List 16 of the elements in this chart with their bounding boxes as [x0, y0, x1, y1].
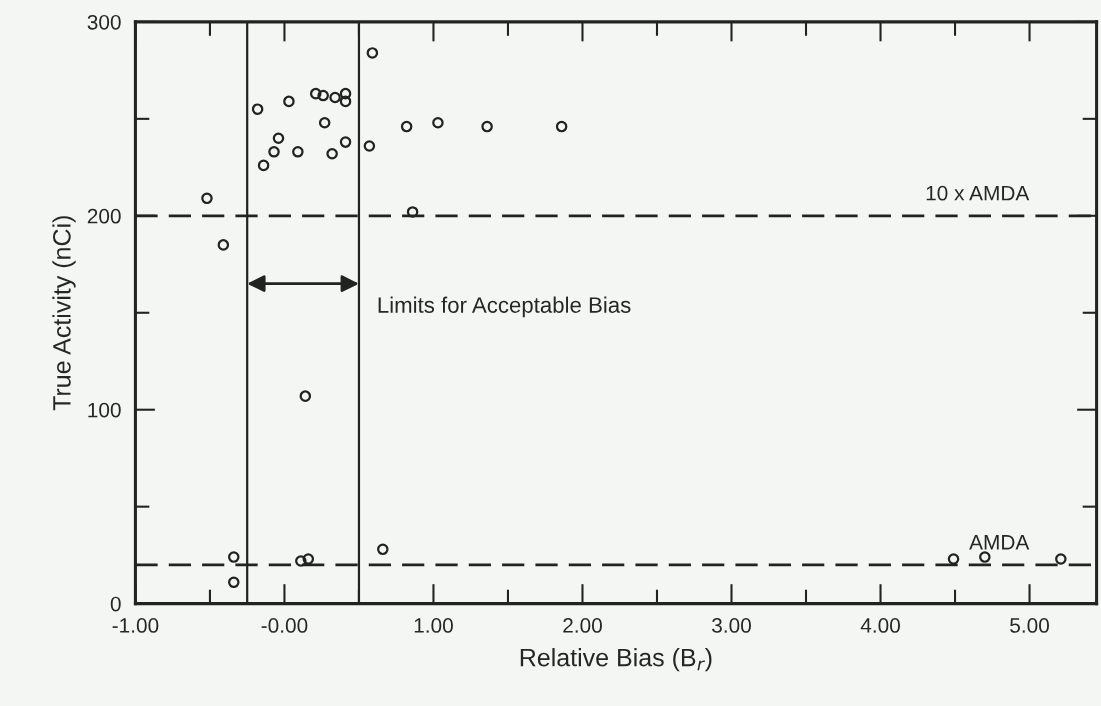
x-tick-label: -0.00	[261, 618, 308, 633]
x-axis-title: Relative Bias (B$_{r}$)	[520, 648, 712, 672]
y-tick-label: 200	[87, 208, 121, 224]
x-tick-label: 3.00	[712, 618, 751, 633]
y-tick-label: 300	[87, 14, 121, 30]
x-tick-label: 2.00	[563, 618, 602, 633]
ref-line-label: AMDA	[969, 535, 1030, 550]
x-tick-label: 1.00	[414, 618, 453, 633]
y-axis-title: True Activity (nCi)	[52, 216, 76, 411]
x-tick-label: 4.00	[860, 618, 900, 633]
x-tick-label: 5.00	[1010, 618, 1049, 633]
ref-line-label: 10 x AMDA	[926, 185, 1030, 201]
y-tick-label: 100	[88, 402, 121, 418]
y-tick-label: 0	[110, 596, 121, 612]
x-tick-label: -1.00	[112, 618, 159, 633]
annotation: Limits for Acceptable Bias	[378, 296, 631, 318]
